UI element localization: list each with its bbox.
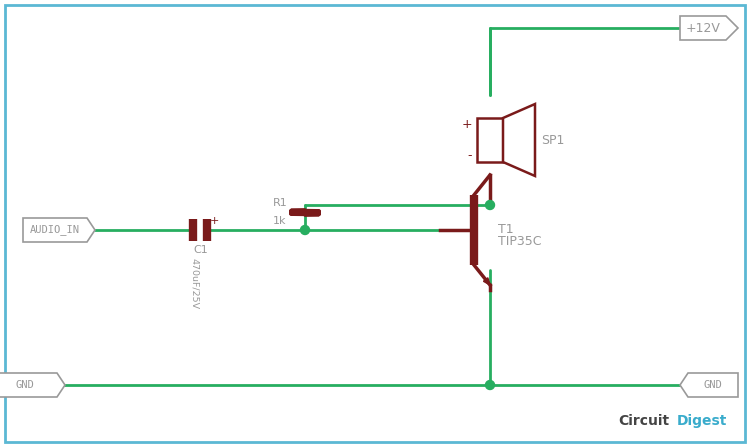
Circle shape: [301, 225, 310, 235]
Text: GND: GND: [704, 380, 722, 390]
Bar: [477, 118, 503, 162]
Text: GND: GND: [16, 380, 34, 390]
Text: +: +: [210, 216, 219, 226]
Text: TIP35C: TIP35C: [498, 235, 542, 248]
Polygon shape: [680, 16, 738, 40]
Text: Digest: Digest: [677, 414, 728, 428]
Circle shape: [485, 380, 494, 389]
Text: +12V: +12V: [686, 21, 721, 34]
Polygon shape: [680, 373, 738, 397]
Text: R1: R1: [273, 198, 287, 207]
Text: +: +: [461, 118, 472, 131]
Text: AUDIO_IN: AUDIO_IN: [30, 224, 80, 236]
Text: SP1: SP1: [541, 134, 564, 147]
Text: -: -: [467, 149, 472, 163]
Circle shape: [485, 201, 494, 210]
Polygon shape: [484, 278, 490, 285]
Polygon shape: [503, 104, 535, 176]
Polygon shape: [0, 373, 65, 397]
Text: 470uF/25V: 470uF/25V: [190, 258, 200, 309]
Text: Circuit: Circuit: [618, 414, 669, 428]
Text: C1: C1: [194, 245, 208, 255]
Text: T1: T1: [498, 223, 514, 236]
Polygon shape: [23, 218, 95, 242]
Text: 1k: 1k: [273, 215, 286, 225]
